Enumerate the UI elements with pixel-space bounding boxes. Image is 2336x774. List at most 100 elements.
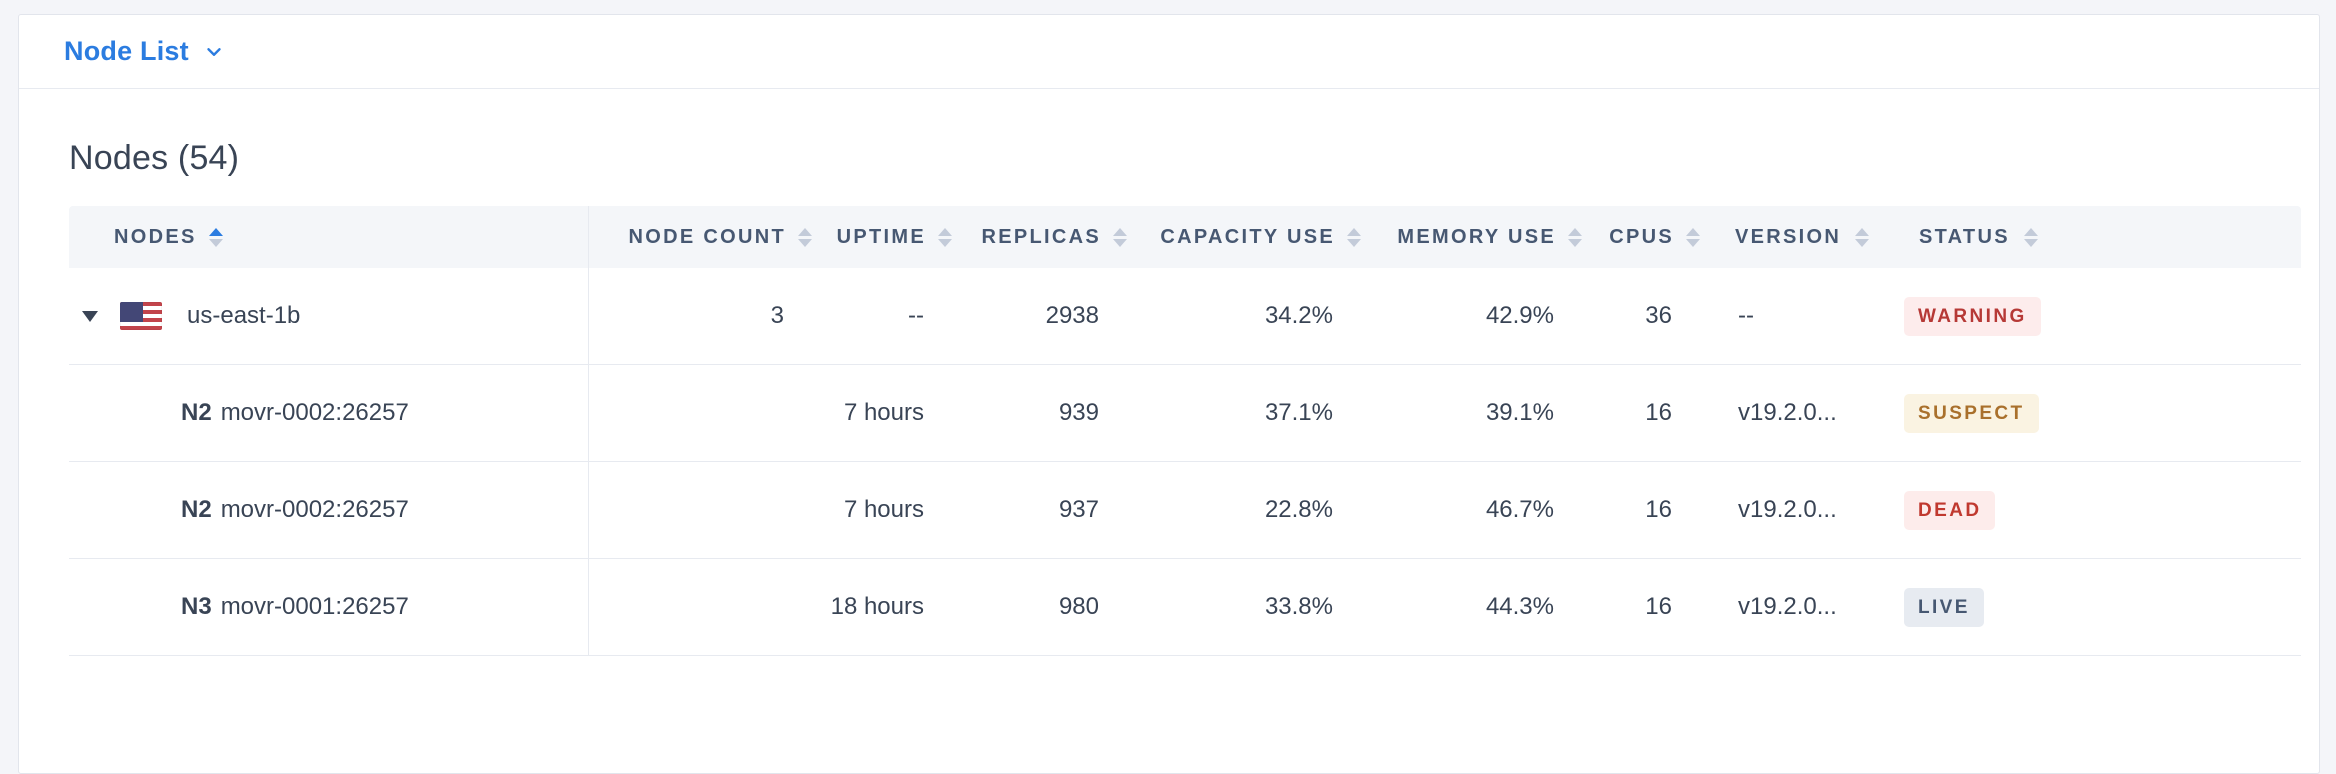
sort-icon[interactable]	[1855, 227, 1870, 247]
uptime-cell: 7 hours	[812, 462, 952, 558]
sort-down-arrow	[1568, 238, 1582, 247]
cell-value: 36	[1645, 302, 1672, 329]
cell-value: 980	[1058, 593, 1099, 620]
node-row[interactable]: N2 movr-0002:26257 7 hours 939 37.1% 39.1% 16 v…	[69, 365, 2301, 462]
memory-use-cell: 39.1%	[1361, 365, 1582, 461]
sort-icon[interactable]	[2023, 227, 2038, 247]
nodes-card: Node List Nodes (54) NODES NODE COUNT UPTI…	[18, 14, 2320, 774]
node-address: movr-0001:26257	[220, 593, 409, 620]
column-header-memory_use[interactable]: MEMORY USE	[1361, 206, 1582, 268]
sort-down-arrow	[1113, 238, 1127, 247]
column-label-cpus: CPUS	[1609, 225, 1674, 248]
cell-value: --	[908, 302, 924, 329]
cpus-cell: 16	[1582, 462, 1700, 558]
region-row[interactable]: us-east-1b 3 -- 2938 34.2% 42.9% 36 -- WARNING	[69, 268, 2301, 365]
sort-icon[interactable]	[1113, 227, 1127, 247]
replicas-cell: 937	[952, 462, 1127, 558]
uptime-cell: 7 hours	[812, 365, 952, 461]
version-cell: v19.2.0...	[1700, 365, 1884, 461]
cell-value: 16	[1645, 593, 1672, 620]
table-body: us-east-1b 3 -- 2938 34.2% 42.9% 36 -- WARNING N2…	[69, 268, 2301, 656]
node-list-page: { "page": { "background_color": "#f4f5f9…	[18, 14, 2320, 774]
us-flag-icon	[120, 302, 162, 330]
nodes-cell: N2 movr-0002:26257	[69, 365, 589, 461]
column-header-nodes[interactable]: NODES	[69, 206, 589, 268]
column-header-version[interactable]: VERSION	[1700, 206, 1884, 268]
cell-value: v19.2.0...	[1738, 399, 1837, 426]
node-id: N3	[181, 593, 212, 620]
version-cell: --	[1700, 268, 1884, 364]
memory-use-cell: 44.3%	[1361, 559, 1582, 655]
sort-down-arrow	[1686, 238, 1700, 247]
status-cell: WARNING	[1884, 268, 2301, 364]
sort-icon[interactable]	[1686, 227, 1700, 247]
column-header-replicas[interactable]: REPLICAS	[952, 206, 1127, 268]
sort-icon[interactable]	[1347, 227, 1361, 247]
region-cell: us-east-1b	[69, 302, 300, 330]
cell-value: 7 hours	[843, 399, 924, 426]
capacity-use-cell: 22.8%	[1127, 462, 1361, 558]
cell-value: v19.2.0...	[1738, 593, 1837, 620]
column-label-version: VERSION	[1735, 225, 1842, 248]
status-badge: WARNING	[1904, 296, 2041, 336]
nodes-cell: N3 movr-0001:26257	[69, 559, 589, 655]
cell-value: 44.3%	[1485, 593, 1554, 620]
nodes-table: NODES NODE COUNT UPTIME REPLICAS CAPACITY US…	[69, 206, 2301, 656]
sort-icon[interactable]	[938, 227, 952, 247]
replicas-cell: 980	[952, 559, 1127, 655]
status-badge: SUSPECT	[1904, 393, 2039, 433]
node-id: N2	[181, 399, 212, 426]
sort-down-arrow	[2023, 238, 2038, 247]
chevron-down-icon	[207, 47, 221, 56]
node-count-cell: 3	[589, 268, 812, 364]
column-header-node_count[interactable]: NODE COUNT	[589, 206, 812, 268]
column-header-uptime[interactable]: UPTIME	[812, 206, 952, 268]
column-header-status[interactable]: STATUS	[1884, 206, 2301, 268]
column-header-capacity_use[interactable]: CAPACITY USE	[1127, 206, 1361, 268]
expand-caret-icon[interactable]	[82, 310, 98, 322]
status-badge: DEAD	[1904, 490, 1996, 530]
status-cell: LIVE	[1884, 559, 2301, 655]
sort-up-arrow	[1568, 227, 1582, 236]
memory-use-cell: 46.7%	[1361, 462, 1582, 558]
uptime-cell: --	[812, 268, 952, 364]
node-list-dropdown-label: Node List	[64, 36, 189, 66]
column-label-memory_use: MEMORY USE	[1397, 225, 1556, 248]
nodes-cell: N2 movr-0002:26257	[69, 462, 589, 558]
node-row[interactable]: N3 movr-0001:26257 18 hours 980 33.8% 44.3% 16…	[69, 559, 2301, 656]
column-header-cpus[interactable]: CPUS	[1582, 206, 1700, 268]
cell-value: 22.8%	[1264, 496, 1333, 523]
status-cell: DEAD	[1884, 462, 2301, 558]
nodes-content: Nodes (54) NODES NODE COUNT UPTIME REPLICAS…	[19, 89, 2319, 656]
node-count-cell	[589, 462, 812, 558]
column-label-replicas: REPLICAS	[981, 225, 1101, 248]
cell-value: 2938	[1045, 302, 1099, 329]
replicas-cell: 939	[952, 365, 1127, 461]
sort-up-arrow	[798, 227, 812, 236]
sort-icon[interactable]	[798, 227, 812, 247]
sort-icon[interactable]	[1568, 227, 1582, 247]
sort-up-arrow	[1855, 227, 1870, 236]
cell-value: 937	[1058, 496, 1099, 523]
node-list-dropdown[interactable]: Node List	[64, 36, 225, 67]
cell-value: 16	[1645, 399, 1672, 426]
capacity-use-cell: 33.8%	[1127, 559, 1361, 655]
table-header-row: NODES NODE COUNT UPTIME REPLICAS CAPACITY US…	[69, 206, 2301, 268]
sort-up-arrow	[2023, 227, 2038, 236]
cell-value: 18 hours	[830, 593, 924, 620]
node-row[interactable]: N2 movr-0002:26257 7 hours 937 22.8% 46.7% 16 v…	[69, 462, 2301, 559]
node-id: N2	[181, 496, 212, 523]
cell-value: 16	[1645, 496, 1672, 523]
uptime-cell: 18 hours	[812, 559, 952, 655]
cell-value: 39.1%	[1485, 399, 1554, 426]
nodes-cell: us-east-1b	[69, 268, 589, 364]
memory-use-cell: 42.9%	[1361, 268, 1582, 364]
cell-value: 34.2%	[1264, 302, 1333, 329]
node-address: movr-0002:26257	[220, 496, 409, 523]
node-name-cell: N2 movr-0002:26257	[69, 462, 409, 558]
node-count-cell	[589, 559, 812, 655]
cell-value: 939	[1058, 399, 1099, 426]
column-label-node_count: NODE COUNT	[628, 225, 786, 248]
column-label-nodes: NODES	[114, 225, 197, 248]
sort-icon[interactable]	[208, 227, 223, 247]
